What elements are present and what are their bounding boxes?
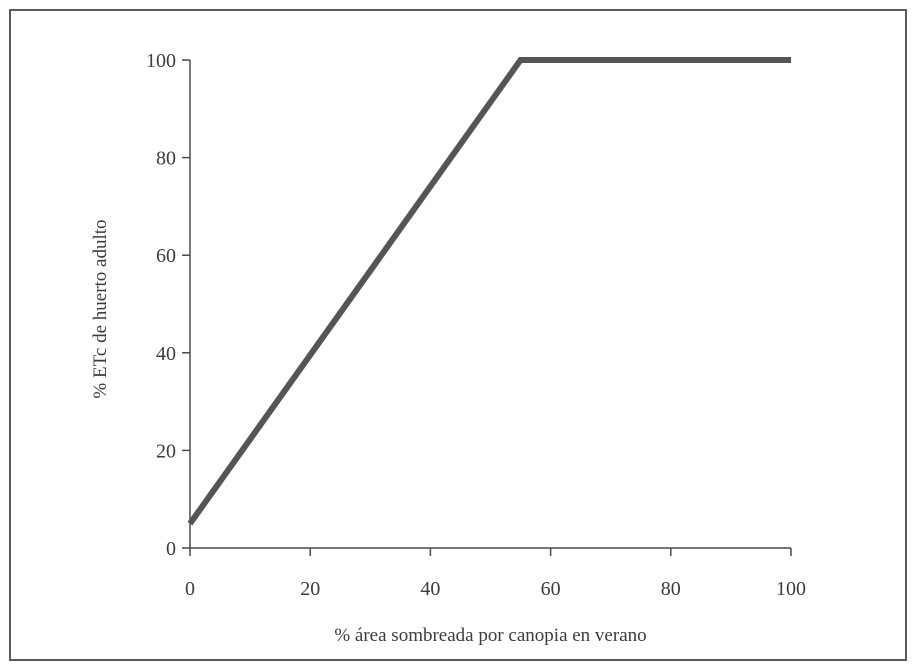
- x-tick-label: 20: [300, 578, 320, 600]
- y-tick-label: 80: [156, 148, 176, 170]
- series-line: [187, 57, 791, 526]
- x-tick-label: 80: [661, 578, 681, 600]
- plot-area: 0 20 40 60 80 100 0 20 40 60 80 100: [146, 50, 806, 600]
- x-tick-label: 60: [541, 578, 561, 600]
- y-tick-label: 100: [146, 50, 176, 72]
- y-tick-label: 40: [156, 343, 176, 365]
- x-tick-label: 0: [185, 578, 195, 600]
- x-tick-label: 40: [420, 578, 440, 600]
- x-axis-ticks: 0 20 40 60 80 100: [185, 548, 806, 600]
- y-tick-label: 60: [156, 245, 176, 267]
- y-tick-label: 0: [166, 538, 176, 560]
- x-tick-label: 100: [776, 578, 806, 600]
- y-tick-label: 20: [156, 440, 176, 462]
- y-axis-title: % ETc de huerto adulto: [90, 219, 111, 398]
- chart-frame: [9, 9, 907, 661]
- x-axis-title: % área sombreada por canopia en verano: [334, 625, 646, 646]
- series-layer: [187, 57, 791, 526]
- y-axis-ticks: 0 20 40 60 80 100: [146, 50, 190, 560]
